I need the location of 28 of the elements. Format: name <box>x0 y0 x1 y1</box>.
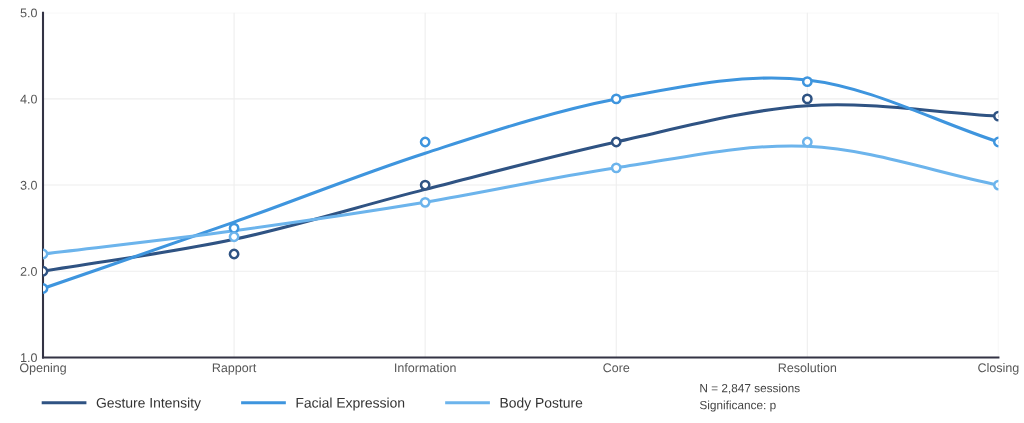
point <box>228 231 240 243</box>
point <box>801 93 813 105</box>
point <box>419 179 431 191</box>
x-tick-label: Rapport <box>212 363 257 375</box>
x-tick-label: Opening <box>19 362 66 375</box>
point <box>228 248 240 260</box>
y-tick-label: 5.0 <box>20 8 37 18</box>
point <box>801 136 813 148</box>
y-tick-label: 4.0 <box>20 94 37 104</box>
text: Significance: p <box>699 400 776 412</box>
point <box>228 222 240 234</box>
x-tick-label: Closing <box>978 362 1019 375</box>
text: N = 2,847 sessions <box>700 383 800 394</box>
point <box>610 162 622 174</box>
point <box>419 196 431 208</box>
x-tick-label: Information <box>395 362 456 373</box>
point <box>801 76 813 88</box>
legend-label: Body Posture <box>500 397 583 411</box>
point <box>419 136 431 148</box>
x-tick-label: Resolution <box>778 362 837 373</box>
legend-label: Gesture Intensity <box>96 397 201 411</box>
y-tick-label: 2.0 <box>20 267 37 276</box>
legend-label: Facial Expression <box>296 397 405 411</box>
x-tick-label: Core <box>603 363 630 373</box>
point <box>610 93 622 105</box>
point <box>610 136 622 148</box>
y-tick-label: 1.0 <box>21 353 37 363</box>
y-tick-label: 3.0 <box>20 180 37 190</box>
